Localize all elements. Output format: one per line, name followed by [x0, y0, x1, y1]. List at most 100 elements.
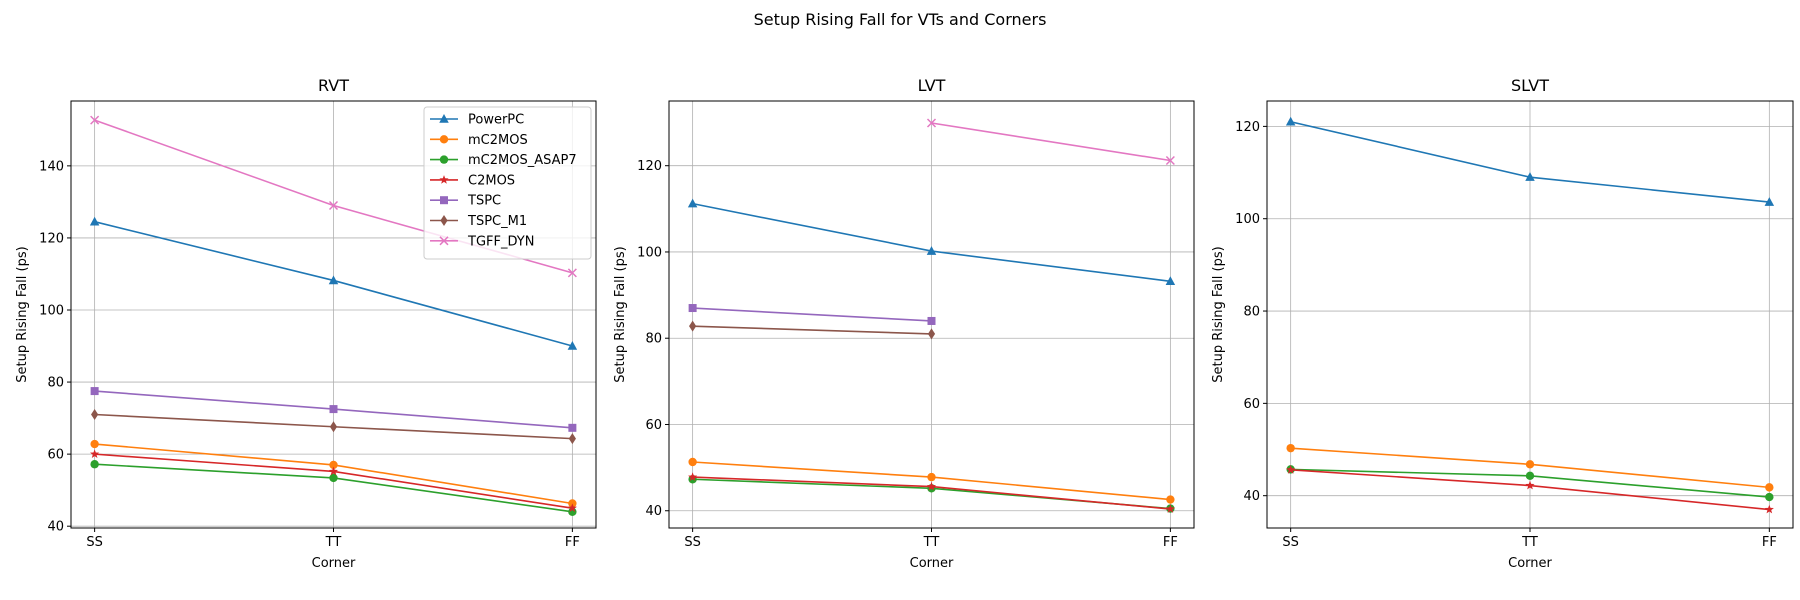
data-point-powerpc	[567, 341, 578, 350]
legend-marker	[439, 175, 449, 184]
legend-label: mC2MOS_ASAP7	[468, 153, 577, 168]
series-powerpc-lvt	[687, 198, 1176, 286]
data-point-c2mos	[1764, 504, 1774, 514]
y-tick-label: 60	[645, 418, 662, 433]
series-mc2mos-lvt	[688, 457, 1175, 504]
panel-title-lvt: LVT	[918, 76, 946, 95]
legend-label: C2MOS	[468, 173, 515, 188]
data-point-c2mos	[1525, 480, 1535, 490]
data-point-tspc-m1	[689, 320, 697, 332]
x-tick-label: FF	[1163, 535, 1178, 550]
legend-label: mC2MOS	[468, 133, 528, 148]
data-point-mc2mos-asap7	[329, 473, 338, 483]
series-line-tspc-m1	[692, 325, 932, 335]
legend-item-c2mos: C2MOS	[430, 173, 515, 188]
legend-label: TGFF_DYN	[467, 234, 534, 249]
y-axis-label: Setup Rising Fall (ps)	[15, 246, 30, 382]
data-point-powerpc	[687, 198, 698, 208]
data-point-powerpc	[1525, 172, 1535, 181]
data-point-tgff-dyn	[90, 115, 100, 125]
data-point-powerpc	[1764, 197, 1775, 206]
legend-item-tspc: TSPC	[430, 194, 501, 209]
series-mc2mos-slvt	[1286, 443, 1774, 492]
series-tspc-m1-lvt	[689, 320, 936, 340]
legend-label: TSPC_M1	[467, 214, 527, 229]
series-line-tgff-dyn	[931, 122, 1171, 162]
data-point-tgff-dyn	[926, 118, 937, 128]
series-c2mos-slvt	[1286, 465, 1774, 514]
data-point-tspc	[90, 387, 99, 396]
data-point-tgff-dyn	[1165, 155, 1175, 166]
data-point-powerpc	[1285, 116, 1296, 126]
y-tick-label: 60	[1243, 397, 1260, 412]
data-point-tspc	[688, 304, 697, 313]
data-point-mc2mos	[927, 472, 936, 482]
data-point-tgff-dyn	[328, 200, 339, 211]
grid-lvt	[669, 101, 1194, 528]
data-point-powerpc	[926, 246, 937, 255]
y-axis-label: Setup Rising Fall (ps)	[1211, 246, 1226, 382]
data-point-c2mos	[926, 481, 937, 491]
data-point-powerpc	[328, 275, 339, 285]
x-tick-label: FF	[565, 535, 580, 550]
legend-label: PowerPC	[468, 113, 524, 128]
panel-lvt: SS TT FF 40 60 80 100 120 LVT Corner Setup Rising …	[613, 76, 1195, 571]
data-point-mc2mos-asap7	[1765, 492, 1774, 502]
panel-title-rvt: RVT	[318, 76, 349, 95]
x-axis-label: Corner	[910, 556, 954, 571]
y-tick-label: 80	[1243, 305, 1260, 320]
panel-rvt: SS TT FF 40 60 80 100 120 140 RVT Corner Setup Risi…	[15, 76, 597, 571]
legend-item-tgff-dyn: TGFF_DYN	[430, 234, 534, 249]
series-c2mos-lvt	[688, 472, 1175, 513]
y-tick-label: 40	[47, 520, 64, 535]
y-tick-label: 120	[39, 231, 64, 246]
data-point-tspc	[927, 316, 936, 325]
x-tick-label: TT	[923, 535, 940, 550]
data-point-powerpc	[89, 216, 100, 226]
data-point-powerpc	[1165, 276, 1176, 286]
data-point-tspc-m1	[927, 328, 936, 340]
legend-item-tspc-m1: TSPC_M1	[430, 214, 527, 229]
series-powerpc-rvt	[89, 216, 578, 350]
legend-marker	[440, 196, 448, 205]
series-c2mos-rvt	[90, 449, 577, 513]
y-tick-label: 100	[1235, 212, 1260, 227]
y-tick-label: 80	[645, 332, 662, 347]
series-tspc-m1-rvt	[91, 408, 576, 445]
legend-marker	[439, 114, 449, 123]
data-point-mc2mos-asap7	[90, 460, 99, 469]
y-tick-label: 40	[1243, 489, 1260, 504]
series-line-tspc	[692, 307, 932, 322]
x-tick-label: SS	[1282, 535, 1299, 550]
data-point-tspc-m1	[568, 433, 576, 445]
y-tick-label: 140	[39, 159, 64, 174]
y-axis-label: Setup Rising Fall (ps)	[613, 246, 628, 382]
data-point-tspc	[329, 405, 338, 414]
legend: PowerPC mC2MOS mC2MOS_ASAP7 C2MOS TSPC TSPC_M…	[423, 106, 592, 260]
series-tspc-lvt	[688, 304, 936, 325]
panels: SS TT FF 40 60 80 100 120 140 RVT Corner Setup Risi…	[15, 76, 1794, 571]
x-tick-label: FF	[1762, 535, 1777, 550]
data-point-c2mos	[1286, 465, 1296, 474]
legend-label: TSPC	[467, 194, 501, 209]
data-point-mc2mos-asap7	[1525, 471, 1535, 481]
x-axis-label: Corner	[312, 556, 356, 571]
data-point-mc2mos	[1765, 483, 1774, 492]
data-point-mc2mos	[688, 457, 697, 467]
data-point-mc2mos	[1525, 460, 1535, 469]
figure-title: Setup Rising Fall for VTs and Corners	[754, 10, 1047, 29]
series-powerpc-slvt	[1285, 116, 1775, 206]
x-axis-label: Corner	[1508, 556, 1552, 571]
data-point-tgff-dyn	[567, 268, 577, 278]
data-point-mc2mos	[329, 460, 338, 470]
data-point-c2mos	[567, 503, 577, 513]
y-tick-label: 100	[39, 303, 64, 318]
grid-slvt	[1267, 101, 1793, 528]
series-tgff-dyn-lvt	[926, 118, 1175, 166]
x-tick-label: TT	[325, 535, 342, 550]
panel-slvt: SS TT FF 40 60 80 100 120 SLVT Corner Setup Rising…	[1211, 76, 1794, 571]
y-tick-label: 120	[1235, 120, 1260, 135]
y-tick-label: 60	[47, 448, 64, 463]
data-point-c2mos	[688, 472, 698, 481]
